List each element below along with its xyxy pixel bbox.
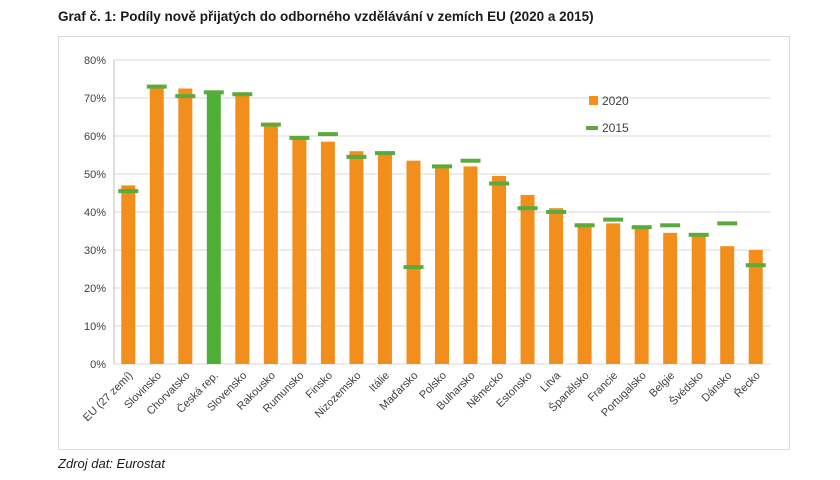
marker-2015 xyxy=(317,132,338,137)
bar-2020 xyxy=(520,194,535,364)
bar-2020 xyxy=(149,86,164,364)
bar-2020 xyxy=(235,94,250,364)
bar-2020 xyxy=(206,92,221,365)
marker-2015 xyxy=(289,135,310,140)
marker-2015 xyxy=(717,221,738,226)
x-tick-label: Itálie xyxy=(367,370,392,395)
bar-2020 xyxy=(634,227,649,364)
bar-2020 xyxy=(463,166,478,364)
y-tick-label: 70% xyxy=(84,93,106,105)
y-tick-label: 60% xyxy=(84,131,106,143)
marker-2015 xyxy=(688,232,709,237)
y-tick-label: 30% xyxy=(84,245,106,257)
legend-label-2015: 2015 xyxy=(602,121,629,135)
marker-2015 xyxy=(489,181,510,186)
legend-label-2020: 2020 xyxy=(602,94,629,108)
marker-2015 xyxy=(603,217,624,222)
bars-2020 xyxy=(121,86,763,365)
marker-2015 xyxy=(175,94,196,99)
legend: 2020 2015 xyxy=(586,94,629,135)
bar-2020 xyxy=(606,223,621,364)
chart-frame xyxy=(58,36,790,450)
legend-swatch-2020 xyxy=(589,96,598,105)
y-axis-ticks: 0% 10% 20% 30% 40% 50% 60% 70% 80% xyxy=(84,55,106,371)
marker-2015 xyxy=(118,189,139,194)
y-tick-label: 40% xyxy=(84,207,106,219)
y-tick-label: 0% xyxy=(90,359,106,371)
y-tick-label: 80% xyxy=(84,55,106,67)
marker-2015 xyxy=(346,154,367,159)
marker-2015 xyxy=(146,84,167,89)
bar-2020 xyxy=(178,88,193,364)
y-tick-label: 10% xyxy=(84,321,106,333)
marker-2015 xyxy=(403,265,424,270)
bar-2020 xyxy=(577,223,592,364)
bar-2020 xyxy=(435,164,449,364)
marker-2015 xyxy=(631,225,652,230)
bar-2020 xyxy=(720,246,735,364)
x-tick-label: Dánsko xyxy=(699,370,734,405)
marker-2015 xyxy=(374,151,395,156)
marker-2015 xyxy=(260,122,281,127)
marker-2015 xyxy=(232,92,253,97)
marker-2015 xyxy=(460,158,481,163)
x-tick-label: Řecko xyxy=(732,369,763,400)
bar-2020 xyxy=(663,232,678,364)
bar-2020 xyxy=(549,208,564,364)
chart-title: Graf č. 1: Podíly nově přijatých do odbo… xyxy=(58,9,594,24)
bar-2020 xyxy=(406,160,421,364)
bar-2020 xyxy=(748,250,763,364)
bar-2020 xyxy=(377,153,392,364)
marker-2015 xyxy=(546,210,567,214)
x-tick-label: Litva xyxy=(538,369,564,395)
bar-2020 xyxy=(292,136,307,364)
bar-2020 xyxy=(121,185,136,364)
bar-2020 xyxy=(263,124,278,364)
markers-2015 xyxy=(118,84,766,270)
y-tick-label: 50% xyxy=(84,169,106,181)
marker-2015 xyxy=(745,263,766,268)
marker-2015 xyxy=(660,223,681,228)
marker-2015 xyxy=(574,223,595,228)
marker-2015 xyxy=(203,90,224,95)
bar-2020 xyxy=(349,151,364,364)
bar-2020 xyxy=(691,234,706,364)
marker-2015 xyxy=(432,164,452,169)
bar-2020 xyxy=(320,141,335,364)
marker-2015 xyxy=(517,206,538,211)
data-source: Zdroj dat: Eurostat xyxy=(58,456,165,471)
y-tick-label: 20% xyxy=(84,283,106,295)
legend-swatch-2015 xyxy=(586,126,598,130)
bar-2020 xyxy=(492,175,507,364)
